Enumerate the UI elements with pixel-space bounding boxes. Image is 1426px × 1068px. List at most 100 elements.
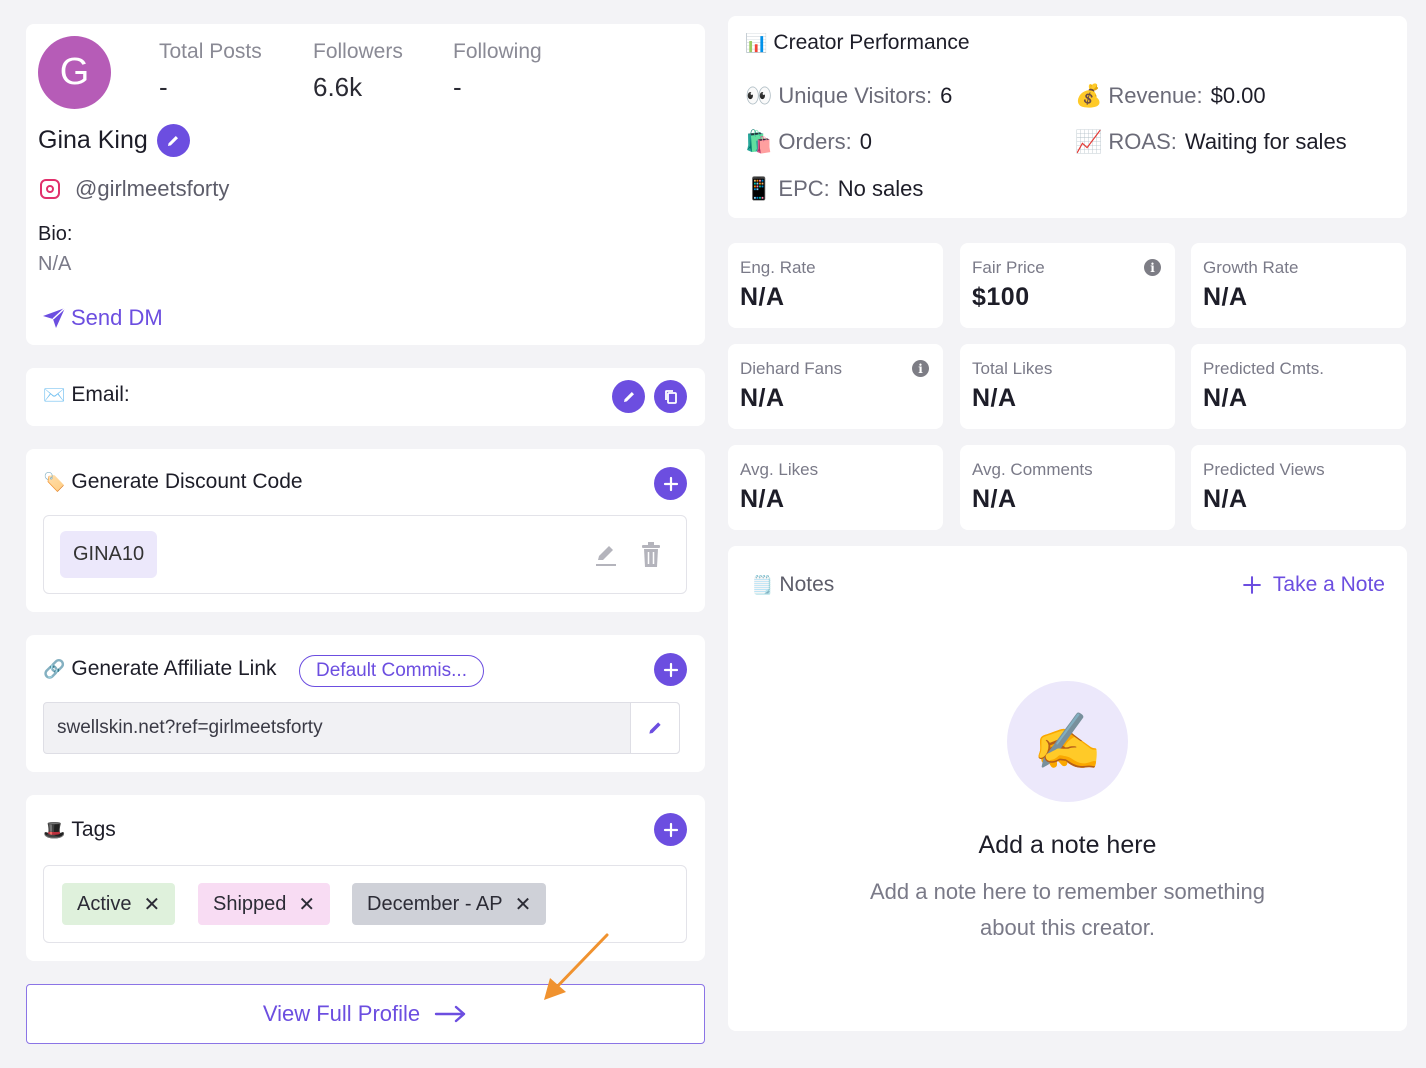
- metric-value: N/A: [972, 384, 1017, 412]
- view-full-profile-label: View Full Profile: [262, 1001, 421, 1026]
- perf-value: $0.00: [1210, 83, 1266, 108]
- metric-eng-rate: Eng. Rate N/A: [728, 243, 943, 328]
- envelope-icon: ✉️: [43, 384, 66, 405]
- notes-title-text: Notes: [779, 573, 835, 596]
- discount-card: 🏷️ Generate Discount Code GINA10: [26, 449, 705, 612]
- take-note-button[interactable]: Take a Note: [1243, 573, 1385, 597]
- arrow-right-icon: [434, 1005, 466, 1023]
- edit-email-button[interactable]: [612, 380, 645, 413]
- instagram-handle[interactable]: @girlmeetsforty: [40, 176, 229, 202]
- metric-value: N/A: [740, 283, 785, 311]
- view-full-profile-button[interactable]: View Full Profile: [26, 984, 705, 1044]
- info-icon[interactable]: i: [912, 360, 929, 377]
- perf-orders: 🛍️ Orders: 0: [745, 129, 872, 155]
- plus-icon: [663, 476, 678, 491]
- writing-hand-icon: ✍️: [1007, 681, 1128, 802]
- tag-label: December - AP: [367, 892, 503, 915]
- tag-shipped: Shipped ✕: [198, 883, 331, 925]
- metric-value: N/A: [1203, 283, 1248, 311]
- empty-notes-line-2: about this creator.: [980, 915, 1155, 940]
- tags-card: 🎩 Tags Active ✕ Shipped ✕ December - AP …: [26, 795, 705, 961]
- affiliate-link-field[interactable]: swellskin.net?ref=girlmeetsforty: [43, 702, 680, 754]
- metric-label: Predicted Views: [1203, 460, 1325, 479]
- bio-label: Bio:: [38, 223, 73, 245]
- instagram-icon: [40, 179, 60, 199]
- metric-growth-rate: Growth Rate N/A: [1191, 243, 1406, 328]
- send-dm-label: Send DM: [71, 305, 163, 330]
- email-label: Email:: [71, 383, 130, 406]
- metric-value: N/A: [1203, 384, 1248, 412]
- tag-active: Active ✕: [62, 883, 176, 925]
- plus-icon: [663, 662, 678, 677]
- stat-value: 6.6k: [313, 72, 363, 102]
- plus-icon: [1243, 576, 1261, 594]
- copy-icon: [664, 389, 677, 404]
- close-icon[interactable]: ✕: [143, 893, 161, 916]
- metric-predicted-comments: Predicted Cmts. N/A: [1191, 344, 1406, 429]
- metric-predicted-views: Predicted Views N/A: [1191, 445, 1406, 530]
- performance-title-text: Creator Performance: [773, 31, 970, 54]
- perf-revenue: 💰 Revenue: $0.00: [1075, 83, 1266, 109]
- default-commission-button[interactable]: Default Commis...: [299, 655, 484, 687]
- metric-label: Avg. Comments: [972, 460, 1093, 479]
- perf-unique-visitors: 👀 Unique Visitors: 6: [745, 83, 952, 109]
- stat-following: Following -: [453, 40, 542, 103]
- affiliate-link-text[interactable]: swellskin.net?ref=girlmeetsforty: [57, 717, 323, 738]
- affiliate-title: 🔗 Generate Affiliate Link: [43, 657, 277, 681]
- notes-card: 🗒️ Notes Take a Note ✍️ Add a note here …: [728, 546, 1407, 1031]
- stat-label: Following: [453, 40, 542, 63]
- tag-label: Shipped: [213, 892, 287, 915]
- discount-title-text: Generate Discount Code: [71, 470, 303, 493]
- trash-icon[interactable]: [640, 541, 662, 568]
- stat-label: Followers: [313, 40, 403, 63]
- plus-icon: [663, 822, 678, 837]
- perf-label: Revenue:: [1108, 83, 1203, 108]
- stat-followers: Followers 6.6k: [313, 40, 403, 103]
- creator-name: Gina King: [38, 126, 148, 154]
- tags-list: Active ✕ Shipped ✕ December - AP ✕: [43, 865, 687, 943]
- money-bag-icon: 💰: [1075, 83, 1103, 108]
- metric-label: Avg. Likes: [740, 460, 819, 479]
- metric-avg-likes: Avg. Likes N/A: [728, 445, 943, 530]
- stat-value: -: [159, 72, 168, 102]
- copy-email-button[interactable]: [654, 380, 687, 413]
- perf-value: Waiting for sales: [1184, 129, 1347, 154]
- tags-title: 🎩 Tags: [43, 818, 116, 842]
- email-title: ✉️ Email:: [43, 383, 130, 407]
- link-icon: 🔗: [43, 658, 66, 679]
- metric-label: Diehard Fans: [740, 359, 843, 378]
- close-icon[interactable]: ✕: [298, 893, 316, 916]
- tags-title-text: Tags: [71, 818, 116, 841]
- add-tag-button[interactable]: [654, 813, 687, 846]
- discount-code-row: GINA10: [43, 515, 687, 594]
- metric-label: Growth Rate: [1203, 258, 1299, 277]
- eyes-icon: 👀: [745, 83, 773, 108]
- metric-value: $100: [972, 283, 1030, 311]
- send-icon: [43, 307, 66, 328]
- edit-name-button[interactable]: [156, 124, 190, 157]
- metric-label: Eng. Rate: [740, 258, 816, 277]
- metric-label: Total Likes: [972, 359, 1053, 378]
- info-icon[interactable]: i: [1144, 259, 1161, 276]
- take-note-label: Take a Note: [1272, 573, 1385, 596]
- discount-title: 🏷️ Generate Discount Code: [43, 470, 303, 494]
- metric-value: N/A: [740, 384, 785, 412]
- add-discount-button[interactable]: [654, 467, 687, 500]
- ticket-icon: 🏷️: [43, 471, 66, 492]
- send-dm-button[interactable]: Send DM: [42, 305, 163, 331]
- name-row: Gina King: [38, 124, 190, 157]
- metric-fair-price: Fair Price $100 i: [960, 243, 1175, 328]
- edit-code-icon[interactable]: [594, 542, 618, 568]
- stat-label: Total Posts: [159, 40, 262, 63]
- metric-label: Fair Price: [972, 258, 1045, 277]
- edit-link-button[interactable]: [630, 703, 679, 753]
- metric-label: Predicted Cmts.: [1203, 359, 1324, 378]
- performance-title: 📊 Creator Performance: [745, 31, 970, 55]
- add-affiliate-link-button[interactable]: [654, 653, 687, 686]
- pencil-icon: [623, 391, 634, 402]
- discount-code: GINA10: [60, 531, 158, 578]
- close-icon[interactable]: ✕: [514, 893, 532, 916]
- affiliate-card: 🔗 Generate Affiliate Link Default Commis…: [26, 635, 705, 772]
- perf-roas: 📈 ROAS: Waiting for sales: [1075, 129, 1347, 155]
- perf-label: Unique Visitors:: [778, 83, 933, 108]
